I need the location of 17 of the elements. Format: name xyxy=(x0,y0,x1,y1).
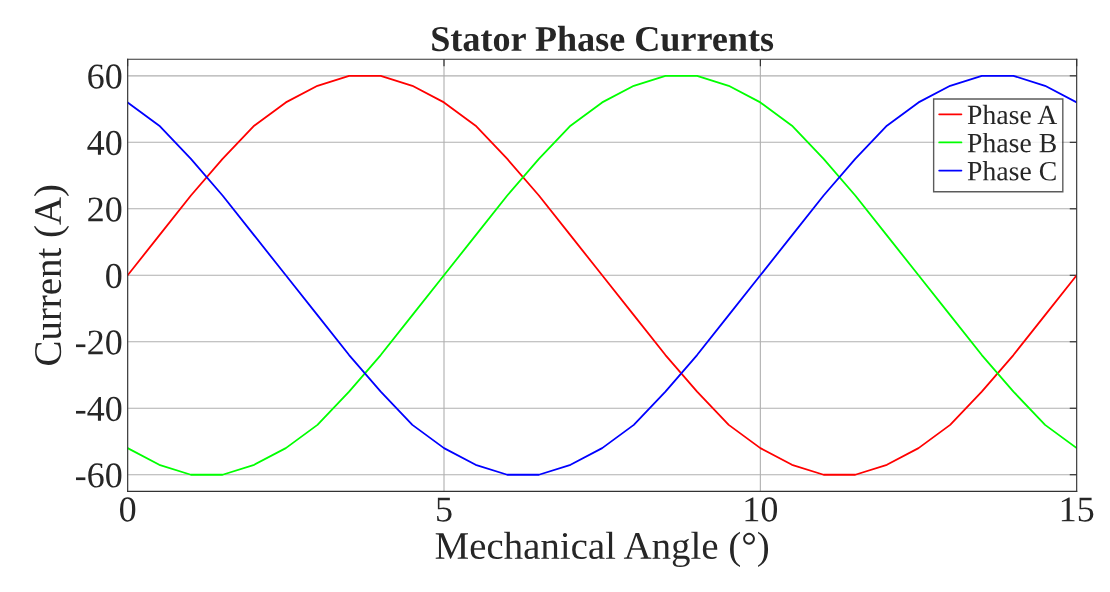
y-tick-label: 40 xyxy=(87,130,122,156)
chart-title: Stator Phase Currents xyxy=(432,25,774,52)
x-tick-label: 15 xyxy=(1061,497,1094,522)
y-tick-label: -20 xyxy=(76,330,122,355)
x-tick-label: 10 xyxy=(745,497,778,522)
y-tick-label: -40 xyxy=(76,396,122,422)
x-axis-title: Mechanical Angle (°) xyxy=(435,531,769,568)
legend-label: Phase B xyxy=(967,132,1056,153)
x-tick-label: 5 xyxy=(437,497,452,522)
y-tick-label: 20 xyxy=(88,197,122,222)
y-axis-title: Current (A) xyxy=(33,185,70,365)
y-tick-label: -60 xyxy=(76,463,122,488)
y-tick-label: 60 xyxy=(88,64,122,89)
line-series xyxy=(127,74,1077,476)
y-tick-label: 0 xyxy=(106,263,122,289)
legend-label: Phase A xyxy=(967,104,1058,125)
legend-label: Phase C xyxy=(967,161,1056,181)
